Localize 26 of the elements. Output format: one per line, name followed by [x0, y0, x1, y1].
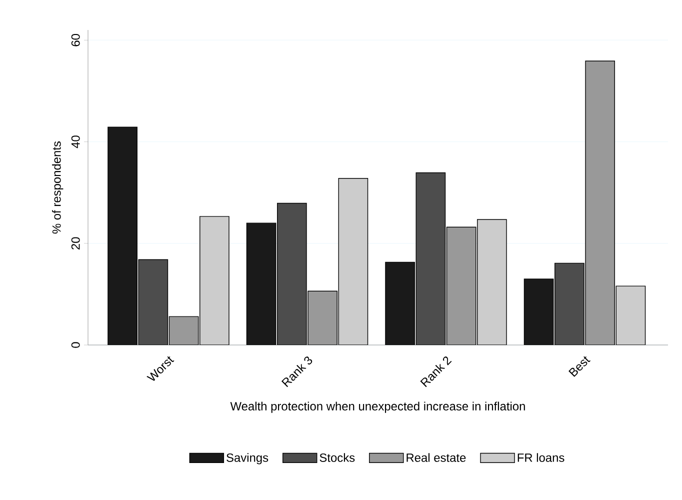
bar — [168, 316, 199, 345]
legend-label: Savings — [226, 453, 268, 464]
y-tick-label: 20 — [71, 237, 80, 250]
bar — [524, 278, 554, 345]
bar — [246, 222, 276, 345]
bar — [385, 262, 415, 345]
bar — [200, 216, 230, 345]
bar — [477, 219, 507, 345]
bar — [308, 290, 338, 345]
bar — [108, 126, 138, 345]
legend-label: Stocks — [320, 453, 355, 462]
y-tick-label: 0 — [71, 342, 80, 348]
y-tick-label: 60 — [71, 34, 80, 46]
legend-label: FR loans — [518, 453, 564, 462]
bar — [138, 259, 168, 345]
bar — [585, 60, 615, 345]
x-axis-title: Wealth protection when unexpected increase in inflation — [230, 402, 525, 413]
y-tick-label: 40 — [71, 136, 80, 148]
y-axis-title: % of respondents — [52, 141, 64, 234]
bar — [554, 262, 584, 345]
bar — [338, 178, 368, 345]
bar — [277, 202, 307, 345]
legend-label: Real estate — [406, 453, 466, 462]
bar — [416, 172, 446, 345]
bar — [616, 286, 646, 345]
bar — [446, 226, 476, 345]
